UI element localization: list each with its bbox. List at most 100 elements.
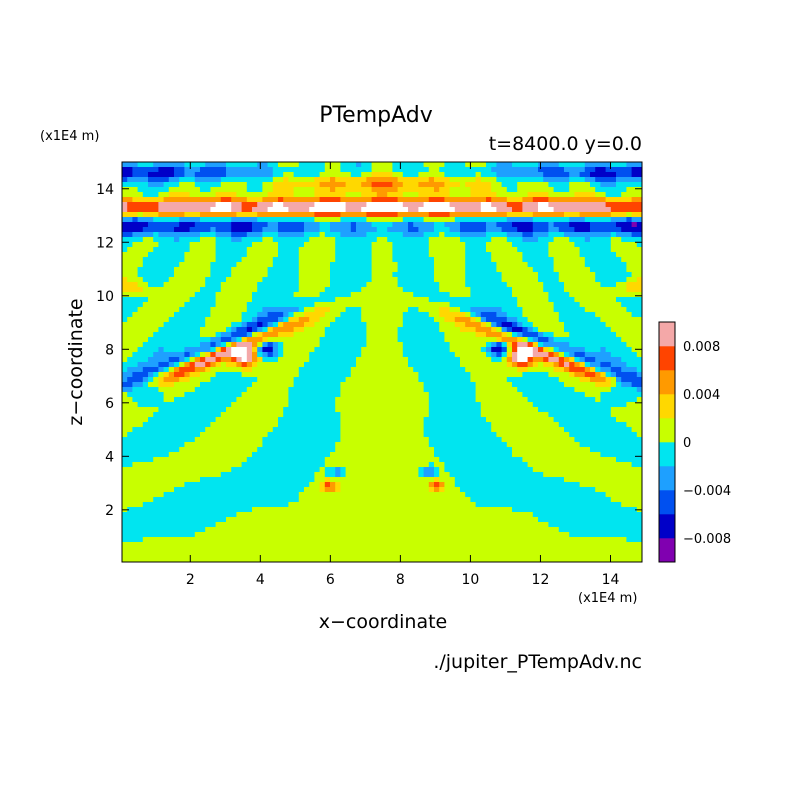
heatmap-cell [512, 257, 518, 263]
heatmap-cell [616, 262, 622, 268]
heatmap-cell [220, 332, 227, 338]
heatmap-cell [200, 182, 206, 188]
heatmap-cell [564, 332, 570, 338]
heatmap-cell [564, 197, 570, 203]
heatmap-cell [350, 317, 357, 323]
heatmap-cell [475, 352, 482, 358]
heatmap-cell [392, 167, 398, 173]
heatmap-cell [226, 222, 232, 228]
heatmap-cell [480, 217, 487, 223]
heatmap-cell [512, 202, 518, 208]
heatmap-cell [148, 352, 154, 358]
heatmap-cell [600, 217, 606, 223]
heatmap-cell [262, 232, 268, 238]
heatmap-cell [387, 337, 393, 343]
heatmap-cell [304, 332, 310, 338]
heatmap-cell [272, 262, 279, 268]
heatmap-cell [600, 172, 606, 178]
heatmap-cell [376, 197, 383, 203]
heatmap-cell [142, 312, 149, 318]
heatmap-cell [532, 302, 539, 308]
heatmap-cell [434, 327, 440, 333]
heatmap-cell [361, 277, 367, 283]
heatmap-cell [309, 402, 315, 408]
heatmap-cell [319, 227, 326, 233]
heatmap-cell [579, 352, 586, 358]
heatmap-cell [491, 317, 497, 323]
heatmap-cell [132, 257, 138, 263]
heatmap-cell [413, 192, 419, 198]
heatmap-cell [402, 227, 409, 233]
heatmap-cell [501, 242, 508, 248]
heatmap-cell [304, 402, 310, 408]
heatmap-cell [335, 297, 341, 303]
heatmap-cell [460, 312, 466, 318]
heatmap-cell [163, 337, 170, 343]
heatmap-cell [418, 352, 424, 358]
heatmap-cell [454, 292, 461, 298]
heatmap-cell [444, 372, 450, 378]
heatmap-cell [231, 192, 237, 198]
heatmap-cell [163, 237, 170, 243]
heatmap-cell [314, 227, 320, 233]
heatmap-cell [434, 292, 440, 298]
heatmap-cell [356, 302, 362, 308]
heatmap-cell [350, 337, 357, 343]
heatmap-cell [595, 407, 601, 413]
heatmap-cell [210, 357, 216, 363]
heatmap-cell [283, 322, 289, 328]
heatmap-cell [553, 237, 560, 243]
heatmap-cell [418, 262, 424, 268]
heatmap-cell [413, 167, 419, 173]
heatmap-cell [371, 287, 378, 293]
heatmap-cell [480, 372, 487, 378]
heatmap-cell [236, 332, 242, 338]
heatmap-cell [215, 167, 222, 173]
heatmap-cell [522, 247, 528, 253]
heatmap-cell [132, 372, 138, 378]
heatmap-cell [527, 327, 534, 333]
heatmap-cell [335, 167, 341, 173]
heatmap-cell [330, 192, 336, 198]
heatmap-cell [361, 232, 367, 238]
heatmap-cell [293, 277, 300, 283]
heatmap-cell [309, 187, 315, 193]
heatmap-cell [163, 402, 170, 408]
heatmap-cell [491, 382, 497, 388]
heatmap-cell [465, 242, 471, 248]
heatmap-cell [262, 392, 268, 398]
heatmap-cell [142, 172, 149, 178]
heatmap-cell [163, 377, 170, 383]
heatmap-cell [324, 312, 331, 318]
heatmap-cell [408, 352, 414, 358]
heatmap-cell [397, 242, 404, 248]
heatmap-cell [579, 302, 586, 308]
heatmap-cell [475, 302, 482, 308]
heatmap-cell [584, 382, 591, 388]
heatmap-cell [470, 342, 476, 348]
heatmap-cell [579, 252, 586, 258]
heatmap-cell [340, 287, 346, 293]
heatmap-cell [127, 287, 133, 293]
heatmap-cell [382, 177, 388, 183]
heatmap-cell [423, 317, 430, 323]
heatmap-cell [127, 162, 133, 168]
heatmap-cell [236, 162, 242, 168]
heatmap-cell [392, 257, 398, 263]
heatmap-cell [335, 212, 341, 218]
heatmap-cell [486, 277, 492, 283]
heatmap-cell [584, 327, 591, 333]
heatmap-cell [153, 227, 159, 233]
heatmap-cell [408, 367, 414, 373]
heatmap-cell [226, 217, 232, 223]
heatmap-cell [288, 387, 294, 393]
heatmap-cell [283, 197, 289, 203]
heatmap-cell [574, 317, 580, 323]
heatmap-cell [371, 272, 378, 278]
heatmap-cell [220, 272, 227, 278]
heatmap-cell [460, 197, 466, 203]
heatmap-cell [231, 197, 237, 203]
heatmap-cell [506, 192, 513, 198]
heatmap-cell [137, 262, 144, 268]
heatmap-cell [402, 297, 409, 303]
